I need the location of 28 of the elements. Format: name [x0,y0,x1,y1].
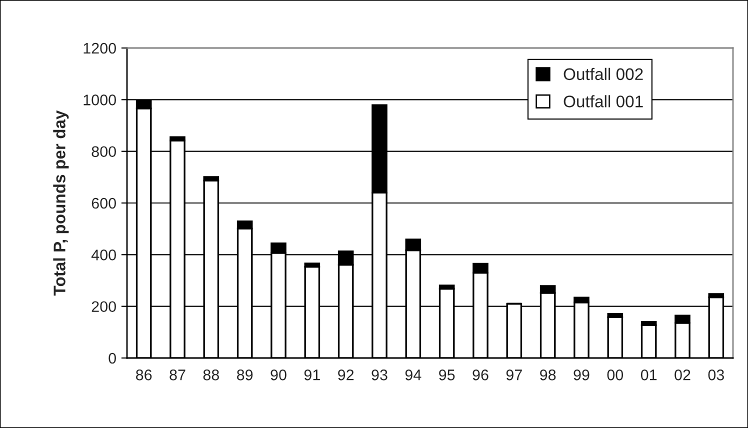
x-tick-label: 95 [439,370,455,380]
y-axis-title: Total P, pounds per day [53,110,69,296]
x-tick-label: 91 [304,370,320,380]
y-tick-label: 400 [91,250,116,260]
x-tick-label: 87 [170,370,186,380]
y-tick-label: 800 [92,146,116,158]
x-tick-label: 93 [372,370,388,380]
legend-label: Outfall 001 [564,95,643,108]
x-tick-label: 94 [405,370,422,380]
y-tick-label: 0 [108,352,116,364]
y-tick-label: 1200 [84,42,116,54]
y-tick-label: 200 [92,301,116,312]
x-tick-label: 97 [506,370,522,380]
x-tick-label: 92 [338,370,354,380]
x-tick-label: 01 [640,370,657,380]
y-tick-label: 1000 [84,94,116,106]
legend-label: Outfall 002 [564,68,643,80]
y-tick-label: 600 [92,198,116,209]
x-tick-label: 96 [472,370,488,380]
x-tick-label: 99 [574,370,590,380]
x-tick-label: 02 [674,370,690,380]
x-tick-label: 00 [607,370,624,380]
x-tick-label: 89 [237,370,253,380]
x-tick-label: 03 [708,370,724,380]
x-tick-label: 88 [203,370,219,380]
x-tick-label: 86 [136,370,152,380]
x-tick-label: 98 [540,370,556,380]
x-tick-label: 90 [270,370,286,380]
